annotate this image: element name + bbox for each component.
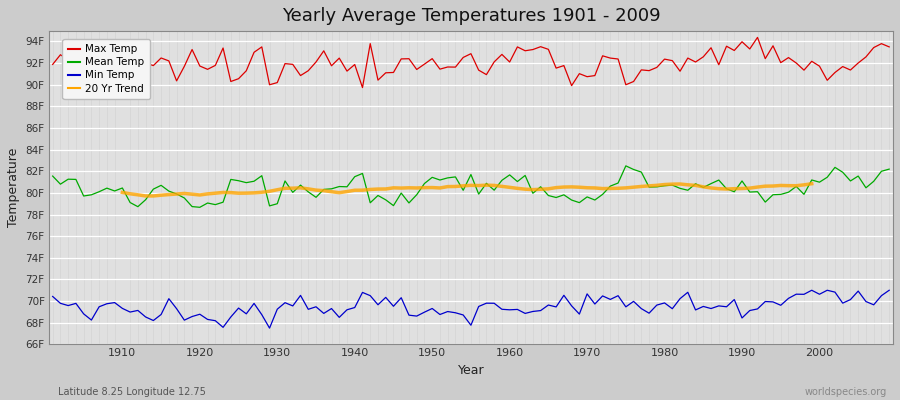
X-axis label: Year: Year [457, 364, 484, 377]
Y-axis label: Temperature: Temperature [7, 148, 20, 227]
Legend: Max Temp, Mean Temp, Min Temp, 20 Yr Trend: Max Temp, Mean Temp, Min Temp, 20 Yr Tre… [62, 39, 149, 99]
Text: Latitude 8.25 Longitude 12.75: Latitude 8.25 Longitude 12.75 [58, 387, 206, 397]
Title: Yearly Average Temperatures 1901 - 2009: Yearly Average Temperatures 1901 - 2009 [282, 7, 661, 25]
Text: worldspecies.org: worldspecies.org [805, 387, 886, 397]
